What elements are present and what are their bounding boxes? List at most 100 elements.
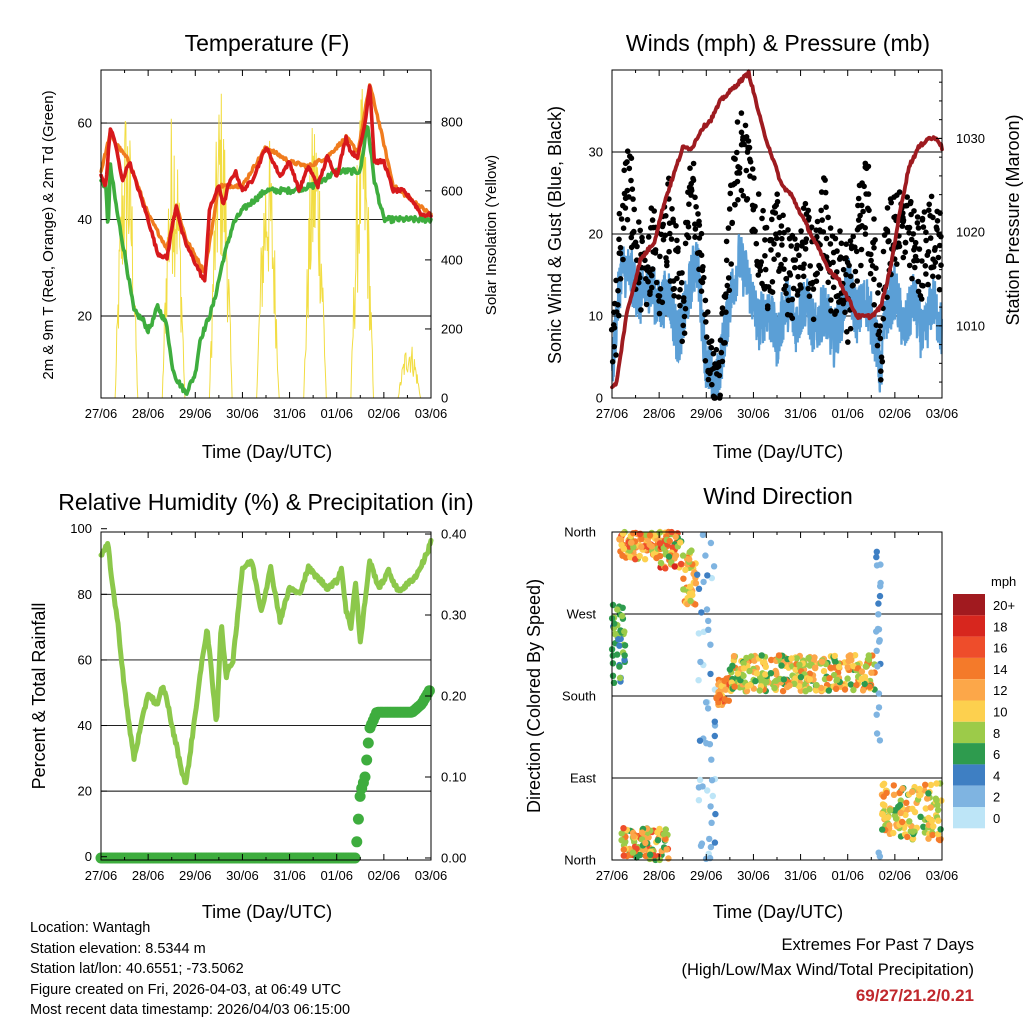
gust-point [764, 303, 771, 309]
precip-point [423, 685, 435, 697]
solar-insolation-day-5 [350, 88, 374, 399]
gust-point [938, 233, 944, 240]
direction-point [862, 663, 869, 670]
gust-point [622, 205, 629, 211]
direction-point [726, 666, 734, 673]
gust-point [930, 214, 936, 221]
legend-label: 10 [993, 705, 1007, 720]
gust-point [660, 221, 666, 228]
direction-point [788, 655, 795, 662]
gust-point [819, 217, 825, 223]
gust-point [624, 187, 631, 194]
direction-point [687, 597, 694, 605]
direction-point [703, 606, 711, 613]
gust-point [823, 235, 830, 242]
gust-point [724, 282, 731, 289]
direction-point [680, 586, 687, 593]
gust-point [746, 144, 753, 151]
gust-point [617, 276, 624, 282]
gust-point [830, 284, 837, 291]
gust-point [738, 110, 745, 116]
direction-point [886, 822, 893, 829]
humidity-panel: Relative Humidity (%) & Precipitation (i… [29, 489, 474, 922]
direction-point [662, 565, 669, 572]
gust-point [907, 200, 914, 207]
direction-point [711, 839, 719, 846]
x-tick-label: 30/06 [737, 406, 770, 421]
gust-point [775, 252, 781, 258]
gust-point [884, 229, 891, 235]
gust-point [636, 219, 642, 225]
direction-point [647, 851, 654, 858]
gust-point [782, 283, 789, 289]
x-tick-label: 01/06 [320, 868, 353, 883]
direction-tick-label: West [567, 607, 597, 622]
gust-point [771, 256, 777, 263]
gust-point [657, 286, 664, 292]
direction-point [756, 687, 763, 694]
gust-point [807, 263, 813, 269]
temperature-y2label: Solar Insolation (Yellow) [483, 155, 500, 315]
direction-point [858, 668, 866, 675]
gust-point [726, 206, 733, 212]
legend-label: 20+ [993, 598, 1015, 613]
x-tick-label: 30/06 [226, 406, 259, 421]
direction-point [697, 842, 705, 849]
gust-point [634, 243, 640, 250]
gust-point [827, 225, 834, 231]
direction-point [853, 682, 860, 689]
gust-point [862, 225, 868, 231]
gust-point [810, 316, 817, 323]
temperature-title: Temperature (F) [185, 30, 350, 56]
gust-point [680, 322, 686, 329]
winds-plot [608, 69, 944, 401]
direction-point [731, 683, 738, 690]
x-tick-label: 28/06 [132, 406, 165, 421]
direction-point [711, 718, 718, 725]
direction-point [920, 823, 927, 830]
gust-point [723, 309, 729, 316]
gust-point [740, 192, 747, 199]
direction-point [629, 849, 637, 856]
direction-point [778, 662, 785, 669]
direction-point [694, 571, 701, 578]
gust-point [615, 287, 621, 294]
gust-point [723, 238, 730, 245]
gust-point [768, 237, 775, 243]
direction-point [619, 612, 626, 620]
legend-swatch [953, 594, 985, 616]
gust-point [925, 281, 931, 288]
gust-point [732, 202, 738, 208]
gust-point [678, 279, 685, 286]
direction-point [935, 817, 942, 824]
precip-point [349, 852, 361, 864]
gust-point [616, 236, 622, 243]
direction-point [793, 655, 800, 662]
legend-swatch [953, 700, 985, 722]
wind-direction-panel: Wind Direction Time (Day/UTC) Direction … [524, 483, 1016, 922]
direction-point [830, 671, 838, 679]
direction-point [699, 531, 707, 539]
direction-point [876, 638, 883, 645]
gust-point [825, 214, 831, 221]
dewpoint-line [99, 125, 433, 396]
gust-point [783, 275, 790, 282]
station-location: Location: Wantagh [30, 920, 151, 936]
direction-point [897, 809, 904, 817]
gust-point [662, 232, 669, 239]
direction-point [786, 682, 793, 689]
temperature-plot [99, 83, 433, 399]
direction-point [706, 835, 713, 843]
y2-tick-label: 1030 [956, 131, 985, 146]
gust-point [718, 349, 725, 356]
y-tick-label: 10 [589, 309, 603, 324]
legend-swatch [953, 636, 985, 658]
gust-point [912, 244, 918, 250]
gust-point [735, 197, 741, 203]
direction-point [848, 657, 855, 664]
gust-point [805, 285, 812, 292]
gust-point [734, 149, 740, 156]
gust-point [796, 252, 802, 259]
gust-point [858, 246, 865, 253]
